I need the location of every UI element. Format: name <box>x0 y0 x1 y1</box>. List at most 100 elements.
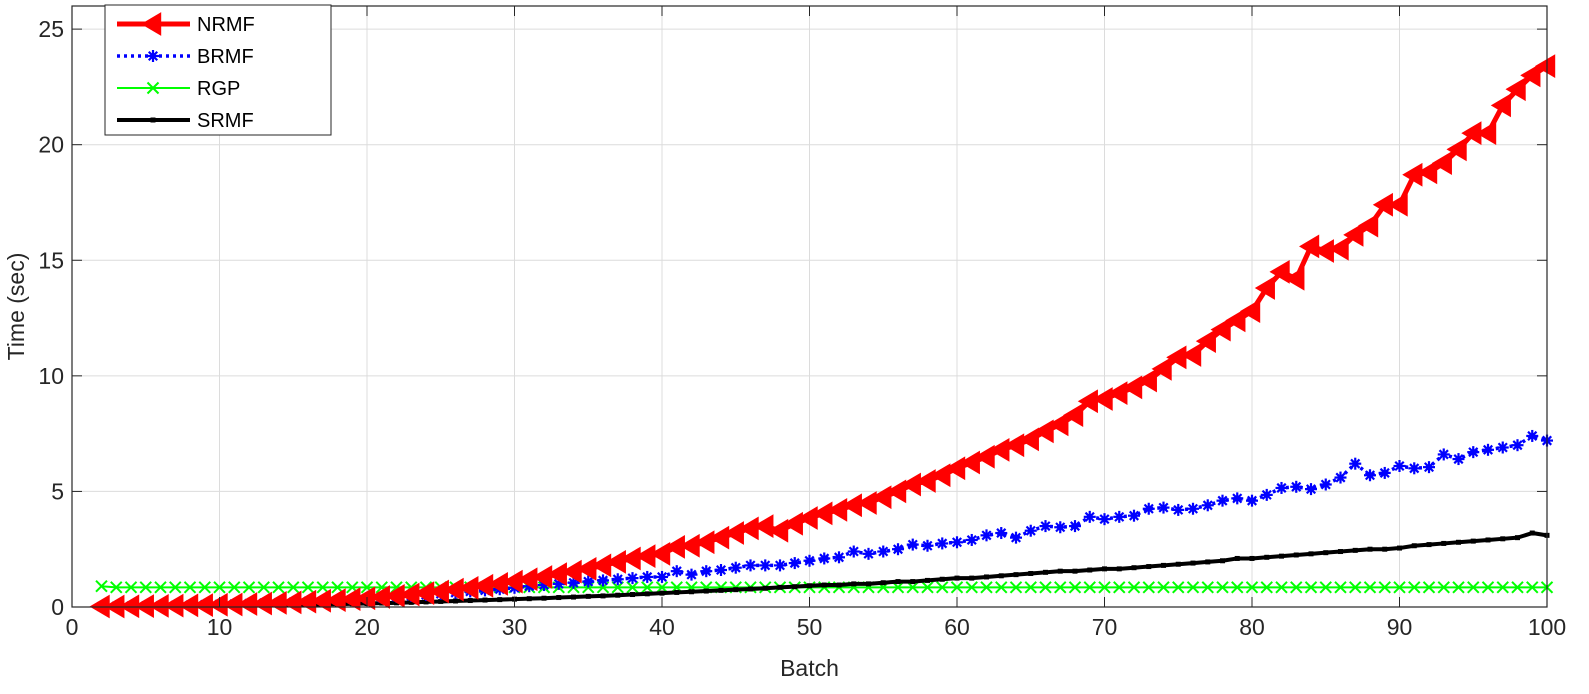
data-point-brmf <box>995 527 1008 540</box>
data-point-srmf <box>630 592 635 598</box>
data-point-rgp <box>1039 581 1052 594</box>
data-point-srmf <box>1279 553 1284 559</box>
legend-item-nrmf: NRMF <box>117 12 255 36</box>
data-point-rgp <box>257 581 270 594</box>
data-point-rgp <box>198 581 211 594</box>
data-point-nrmf <box>1520 63 1541 88</box>
data-point-srmf <box>851 581 857 587</box>
data-point-rgp <box>242 581 256 594</box>
data-point-brmf <box>641 570 654 583</box>
data-point-srmf <box>1485 537 1491 543</box>
data-point-brmf <box>1319 478 1332 491</box>
data-point-srmf <box>1515 535 1520 541</box>
data-point-brmf <box>1157 501 1170 514</box>
x-tick-label: 40 <box>649 614 675 640</box>
data-point-rgp <box>287 581 300 594</box>
data-point-srmf <box>910 579 916 585</box>
data-point-nrmf <box>694 530 715 555</box>
x-tick-label: 80 <box>1239 614 1265 640</box>
data-point-brmf <box>1187 502 1199 515</box>
data-point-nrmf <box>1446 137 1467 162</box>
data-point-nrmf <box>886 479 907 504</box>
data-point-nrmf <box>945 456 966 481</box>
data-point-rgp <box>169 581 182 594</box>
data-point-srmf <box>600 593 606 599</box>
data-point-brmf <box>744 559 757 572</box>
data-point-brmf <box>1260 488 1273 501</box>
data-point-rgp <box>980 581 993 594</box>
data-point-rgp <box>626 581 639 594</box>
legend-box <box>104 4 332 136</box>
data-point-nrmf <box>959 450 980 475</box>
data-point-srmf <box>497 597 503 603</box>
data-point-brmf <box>715 564 727 577</box>
data-point-srmf <box>1161 562 1166 568</box>
data-point-brmf <box>1246 494 1258 507</box>
data-point-brmf <box>1437 448 1450 461</box>
data-point-srmf <box>571 594 576 600</box>
data-point-rgp <box>110 581 123 594</box>
data-point-rgp <box>1083 581 1096 594</box>
x-tick-label: 60 <box>944 614 970 640</box>
data-point-brmf <box>1290 480 1303 493</box>
data-point-rgp <box>1127 581 1141 594</box>
data-point-brmf <box>1113 510 1126 523</box>
data-point-srmf <box>1338 549 1343 555</box>
data-point-rgp <box>1098 581 1111 594</box>
data-point-srmf <box>423 599 429 605</box>
data-point-srmf <box>1043 569 1048 575</box>
data-point-srmf <box>1426 542 1432 548</box>
data-point-nrmf <box>1048 412 1069 437</box>
plot-series <box>89 54 1556 619</box>
data-point-rgp <box>124 581 138 594</box>
data-point-rgp <box>1172 581 1185 594</box>
legend-label-rgp: RGP <box>197 78 240 100</box>
data-point-srmf <box>748 586 753 592</box>
data-point-brmf <box>892 543 904 556</box>
legend-item-brmf: BRMF <box>117 46 254 68</box>
data-point-rgp <box>921 581 934 594</box>
data-point-brmf <box>597 574 609 587</box>
data-point-rgp <box>1186 581 1200 594</box>
legend-marker-rgp <box>146 81 160 95</box>
data-point-nrmf <box>1033 419 1054 444</box>
data-point-brmf <box>1364 469 1376 482</box>
data-point-nrmf <box>591 553 612 578</box>
data-point-brmf <box>1231 492 1244 505</box>
data-point-nrmf <box>1092 387 1113 411</box>
data-point-rgp <box>1437 581 1450 594</box>
data-point-srmf <box>438 598 444 604</box>
series-line-nrmf <box>101 63 1549 610</box>
data-point-srmf <box>1190 560 1196 566</box>
data-point-srmf <box>1293 552 1299 558</box>
x-tick-label: 30 <box>502 614 528 640</box>
data-point-srmf <box>1028 570 1034 576</box>
data-point-srmf <box>895 579 901 585</box>
data-point-nrmf <box>1431 151 1452 176</box>
legend-item-srmf: SRMF <box>117 110 254 132</box>
data-point-nrmf <box>1210 317 1231 342</box>
data-point-nrmf <box>900 472 921 497</box>
y-tick-label: 25 <box>38 16 64 42</box>
legend-marker-nrmf <box>141 12 162 36</box>
data-point-rgp <box>1334 581 1347 594</box>
data-point-srmf <box>1220 558 1225 564</box>
data-point-rgp <box>95 579 108 593</box>
data-point-rgp <box>641 581 654 594</box>
data-point-brmf <box>1526 429 1539 442</box>
data-point-brmf <box>1216 494 1229 507</box>
y-tick-label: 0 <box>51 594 64 620</box>
data-point-nrmf <box>1328 236 1349 261</box>
legend-label-nrmf: NRMF <box>197 14 255 36</box>
data-point-srmf <box>1397 545 1402 551</box>
data-point-rgp <box>1481 581 1495 594</box>
data-point-nrmf <box>782 511 803 536</box>
data-point-srmf <box>1146 564 1152 570</box>
data-point-brmf <box>1452 453 1465 466</box>
data-point-rgp <box>936 581 949 594</box>
legend-marker-brmf <box>147 50 159 62</box>
data-point-brmf <box>1482 443 1494 456</box>
data-point-brmf <box>1010 531 1022 544</box>
data-point-nrmf <box>1151 357 1172 381</box>
data-point-brmf <box>980 529 993 542</box>
